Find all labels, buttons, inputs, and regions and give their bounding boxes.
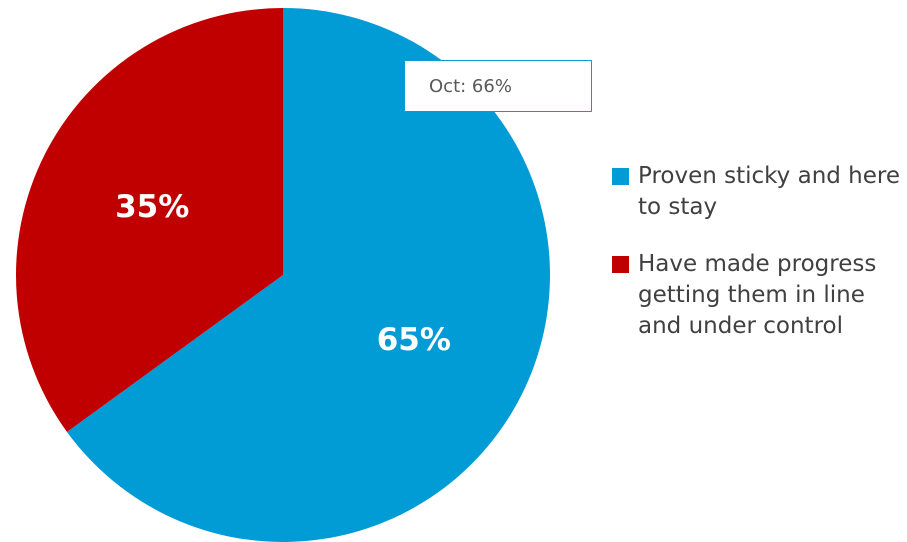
legend-swatch-made-progress (612, 256, 629, 273)
legend-label-proven-sticky: Proven sticky and here to stay (638, 163, 901, 220)
legend-item-proven-sticky: Proven sticky and here to stay (612, 161, 904, 223)
pie-chart: 65% 35% (15, 8, 550, 542)
legend: Proven sticky and here to stay Have made… (612, 161, 904, 368)
annotation-callout: Oct: 66% (404, 60, 592, 112)
legend-swatch-proven-sticky (612, 168, 629, 185)
slice-made-progress (15, 8, 284, 432)
slice-proven-sticky (66, 8, 550, 542)
data-label-proven-sticky: 65% (377, 322, 451, 358)
legend-item-made-progress: Have made progress getting them in line … (612, 249, 904, 342)
data-label-made-progress: 35% (115, 189, 189, 225)
legend-label-made-progress: Have made progress getting them in line … (638, 251, 877, 339)
